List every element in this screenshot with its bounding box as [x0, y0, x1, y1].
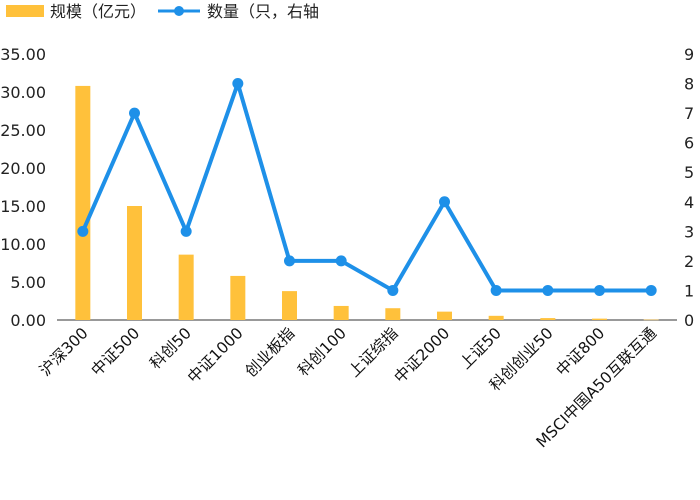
- category-label: 中证2000: [391, 324, 454, 387]
- bar: [643, 319, 659, 321]
- line-point: [387, 284, 399, 296]
- line-point: [594, 284, 605, 296]
- right-tick-label: 1: [684, 281, 694, 300]
- left-tick-label: 5.00: [10, 273, 46, 292]
- line-point: [284, 255, 295, 267]
- bar: [282, 291, 297, 320]
- legend: 规模（亿元） 数量（只，右轴: [6, 2, 319, 21]
- left-tick-label: 30.00: [0, 83, 46, 102]
- right-axis: 0 1 2 3 4 5 6 7 8 9: [684, 45, 694, 330]
- line-point: [335, 255, 347, 267]
- bar: [385, 308, 401, 320]
- right-tick-label: 3: [684, 222, 694, 241]
- category-label: 创业板指: [242, 324, 299, 381]
- bar: [230, 275, 246, 320]
- left-tick-label: 15.00: [0, 197, 46, 216]
- left-tick-label: 10.00: [0, 235, 46, 254]
- category-label: 上证50: [456, 324, 505, 373]
- bar-series: [75, 85, 659, 321]
- right-tick-label: 9: [684, 45, 694, 64]
- bar: [488, 315, 504, 320]
- legend-line-marker: [174, 6, 184, 16]
- bar: [540, 318, 556, 320]
- right-tick-label: 7: [684, 104, 694, 123]
- bar: [75, 85, 91, 320]
- line-point: [542, 284, 554, 296]
- category-label: 沪深300: [36, 324, 92, 380]
- bar: [437, 311, 452, 320]
- legend-bar-label: 规模（亿元）: [50, 2, 146, 21]
- line-point: [129, 107, 140, 119]
- line-point: [180, 225, 192, 237]
- left-tick-label: 25.00: [0, 121, 46, 140]
- line-point: [77, 225, 89, 237]
- category-label: 科创100: [294, 324, 350, 380]
- right-tick-label: 5: [684, 163, 694, 182]
- bar: [592, 318, 607, 320]
- category-label: 中证500: [88, 324, 144, 380]
- line-point: [232, 78, 244, 90]
- right-tick-label: 2: [684, 252, 694, 271]
- legend-bar-swatch: [6, 5, 44, 17]
- series-line: [81, 81, 652, 293]
- right-tick-label: 6: [684, 134, 694, 153]
- line-point: [490, 284, 502, 296]
- right-tick-label: 0: [684, 311, 694, 330]
- line-point: [439, 196, 450, 208]
- legend-line-label: 数量（只，右轴: [207, 2, 319, 21]
- left-tick-label: 35.00: [0, 45, 46, 64]
- category-label: 科创50: [146, 324, 195, 373]
- bar: [127, 206, 142, 320]
- right-tick-label: 8: [684, 75, 694, 94]
- left-axis: 0.00 5.00 10.00 15.00 20.00 25.00 30.00 35.00: [0, 45, 46, 330]
- category-label: 中证1000: [184, 324, 247, 387]
- line-series: [77, 78, 657, 296]
- left-tick-label: 20.00: [0, 159, 46, 178]
- left-tick-label: 0.00: [10, 311, 46, 330]
- right-tick-label: 4: [684, 193, 694, 212]
- bar: [178, 254, 194, 320]
- bar: [333, 305, 349, 320]
- line-point: [645, 284, 657, 296]
